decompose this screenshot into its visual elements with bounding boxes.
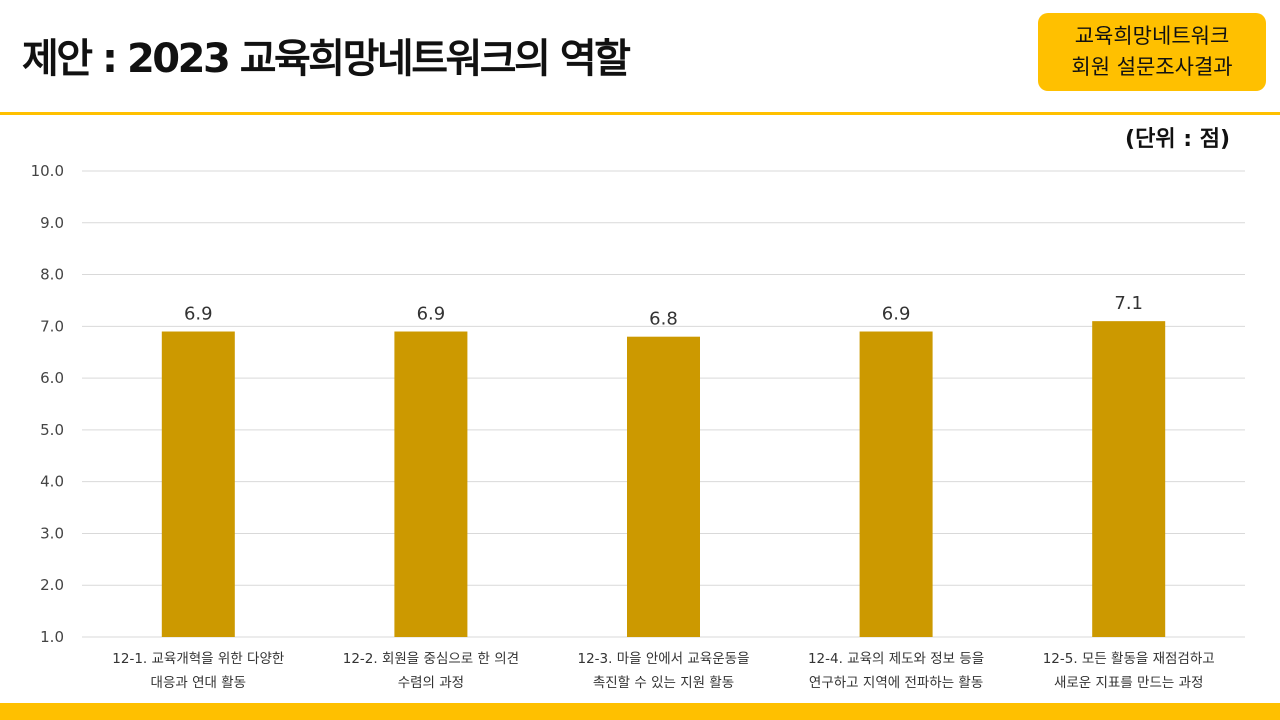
data-label: 6.9 — [882, 304, 911, 325]
footer-bar — [0, 703, 1280, 720]
badge-line-2: 회원 설문조사결과 — [1071, 55, 1233, 79]
bar-3 — [627, 336, 700, 637]
x-tick-label: 새로운 지표를 만드는 과정 — [1054, 675, 1204, 691]
x-tick-label: 12-1. 교육개혁을 위한 다양한 — [112, 651, 284, 667]
x-tick-label: 연구하고 지역에 전파하는 활동 — [809, 675, 983, 691]
bar-5 — [1092, 321, 1166, 637]
data-label: 6.8 — [649, 309, 678, 330]
unit-label: (단위 : 점) — [1125, 127, 1230, 152]
data-label: 6.9 — [184, 304, 213, 325]
y-tick-label: 2.0 — [40, 576, 64, 594]
survey-badge: 교육희망네트워크 회원 설문조사결과 — [1038, 13, 1266, 91]
x-tick-label: 대응과 연대 활동 — [151, 675, 247, 691]
page-title: 제안 : 2023 교육희망네트워크의 역할 — [22, 36, 631, 82]
data-label: 7.1 — [1114, 293, 1143, 314]
bar-1 — [161, 331, 235, 637]
y-tick-label: 4.0 — [40, 473, 64, 491]
y-tick-label: 3.0 — [40, 524, 64, 542]
y-tick-label: 9.0 — [40, 214, 64, 232]
x-tick-label: 12-3. 마을 안에서 교육운동을 — [577, 651, 749, 667]
y-tick-label: 1.0 — [40, 628, 64, 646]
y-tick-label: 6.0 — [40, 369, 64, 387]
y-tick-label: 5.0 — [40, 421, 64, 439]
bar-2 — [394, 331, 468, 637]
y-tick-label: 8.0 — [40, 266, 64, 284]
x-tick-label: 12-4. 교육의 제도와 정보 등을 — [808, 651, 984, 667]
y-tick-label: 10.0 — [31, 162, 64, 180]
x-tick-label: 수렴의 과정 — [398, 675, 464, 691]
badge-line-1: 교육희망네트워크 — [1074, 24, 1230, 48]
x-tick-label: 12-2. 회원을 중심으로 한 의견 — [343, 651, 519, 667]
x-tick-label: 촉진할 수 있는 지원 활동 — [593, 675, 734, 691]
data-label: 6.9 — [417, 304, 446, 325]
bar-4 — [859, 331, 933, 637]
header-divider — [0, 112, 1280, 115]
x-tick-label: 12-5. 모든 활동을 재점검하고 — [1043, 651, 1215, 667]
y-tick-label: 7.0 — [40, 317, 64, 335]
